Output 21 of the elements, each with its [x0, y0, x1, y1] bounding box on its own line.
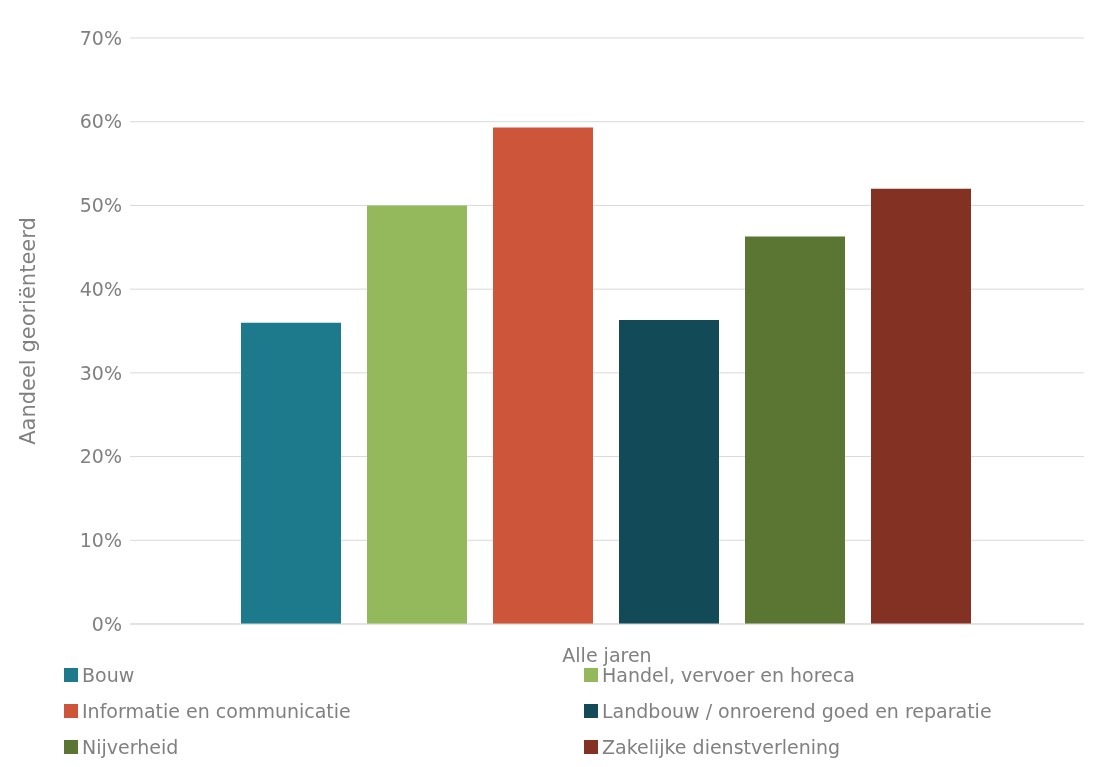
y-tick-label: 10% [79, 529, 122, 552]
y-tick-label: 70% [79, 26, 122, 49]
bar [745, 236, 845, 624]
x-axis-title: Alle jaren [562, 644, 652, 666]
y-tick-label: 50% [79, 194, 122, 217]
bar [619, 320, 719, 624]
bar [493, 127, 593, 624]
bar [871, 188, 971, 624]
legend-label: Zakelijke dienstverlening [601, 736, 842, 758]
y-tick-label: 20% [79, 445, 122, 468]
y-tick-label: 60% [79, 110, 122, 133]
legend-label: Nijverheid [81, 736, 180, 758]
legend-label: Informatie en communicatie [81, 700, 352, 722]
y-axis-title: Aandeel georiënteerd [16, 217, 41, 445]
legend-label: Bouw [82, 664, 135, 686]
y-tick-label: 30% [79, 361, 122, 384]
bar [367, 205, 467, 624]
y-tick-label: 40% [79, 277, 122, 300]
y-tick-label: 0% [91, 612, 122, 635]
bar [241, 322, 341, 624]
legend-label: Landbouw / onroerend goed en reparatie [601, 700, 993, 722]
